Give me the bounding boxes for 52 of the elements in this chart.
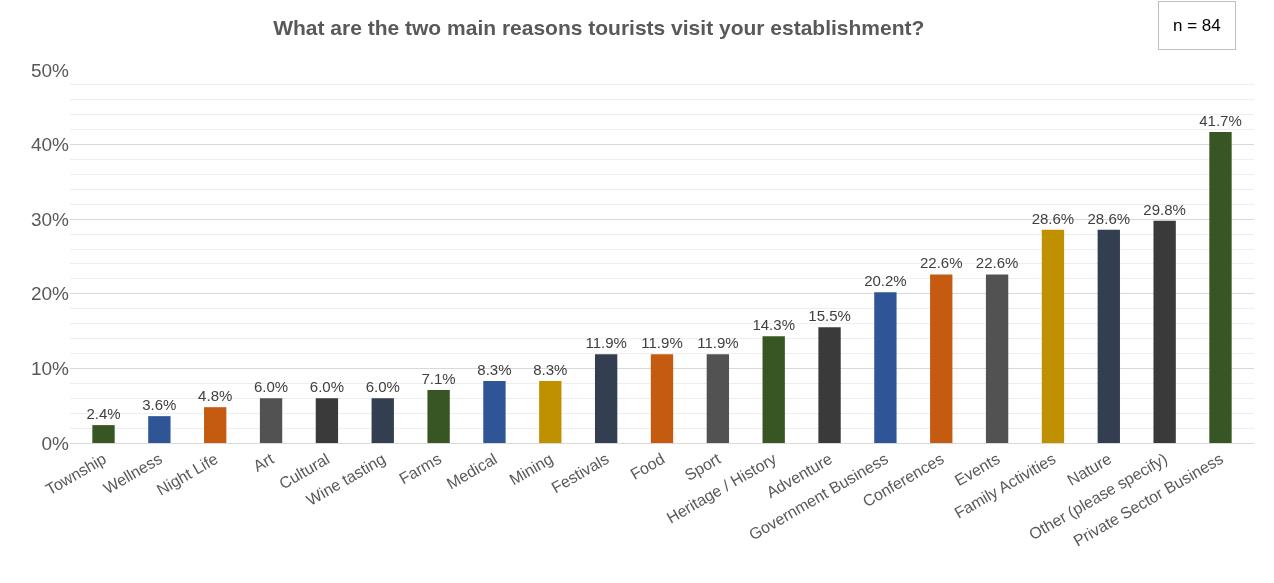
data-label: 8.3% — [477, 361, 512, 379]
y-tick-label: 20% — [30, 283, 70, 305]
bar — [148, 416, 171, 443]
data-label: 2.4% — [86, 405, 121, 423]
y-tick-label: 50% — [30, 59, 70, 81]
bar — [483, 381, 506, 443]
bar — [930, 274, 953, 443]
bar — [315, 398, 339, 443]
data-label: 6.0% — [309, 378, 345, 396]
bar — [1097, 229, 1120, 443]
bar — [762, 336, 785, 443]
x-tick-label: Art — [250, 449, 278, 475]
bar — [874, 292, 897, 443]
text: n = 84 — [1173, 16, 1221, 35]
chart-title: What are the two main reasons tourists visit your establishment? — [273, 16, 925, 40]
bar — [650, 354, 674, 443]
data-label: 8.3% — [533, 361, 568, 379]
data-label: 15.5% — [808, 307, 851, 325]
data-label: 3.6% — [142, 396, 177, 414]
data-label: 4.8% — [198, 387, 233, 405]
bar — [818, 327, 841, 443]
data-label: 14.3% — [752, 316, 795, 334]
data-label: 28.6% — [1087, 209, 1131, 227]
bar — [1153, 220, 1176, 443]
bar — [1041, 229, 1065, 443]
data-label: 7.1% — [421, 370, 456, 388]
bar — [539, 381, 562, 443]
bar — [259, 398, 283, 443]
bar — [427, 390, 450, 443]
bar — [706, 354, 730, 443]
data-label: 41.7% — [1199, 111, 1242, 129]
y-tick-label: 0% — [41, 432, 70, 454]
y-tick-label: 30% — [30, 208, 70, 230]
bar — [985, 274, 1009, 443]
data-label: 29.8% — [1143, 200, 1186, 218]
bar — [594, 354, 618, 443]
y-tick-label: 10% — [30, 358, 70, 380]
x-tick-label: Sport — [681, 449, 724, 484]
data-label: 6.0% — [253, 378, 289, 396]
data-label: 22.6% — [919, 254, 963, 272]
data-label: 6.0% — [365, 378, 400, 396]
data-label: 20.2% — [864, 272, 907, 290]
data-label: 28.6% — [1031, 209, 1075, 227]
data-label: 11.9% — [641, 334, 683, 352]
bar — [1209, 131, 1232, 443]
bar — [204, 407, 227, 443]
y-tick-label: 40% — [30, 134, 70, 156]
data-label: 22.6% — [975, 254, 1019, 272]
data-label: 11.9% — [585, 334, 627, 352]
bar — [371, 398, 394, 443]
bar — [92, 425, 115, 443]
data-label: 11.9% — [697, 334, 739, 352]
